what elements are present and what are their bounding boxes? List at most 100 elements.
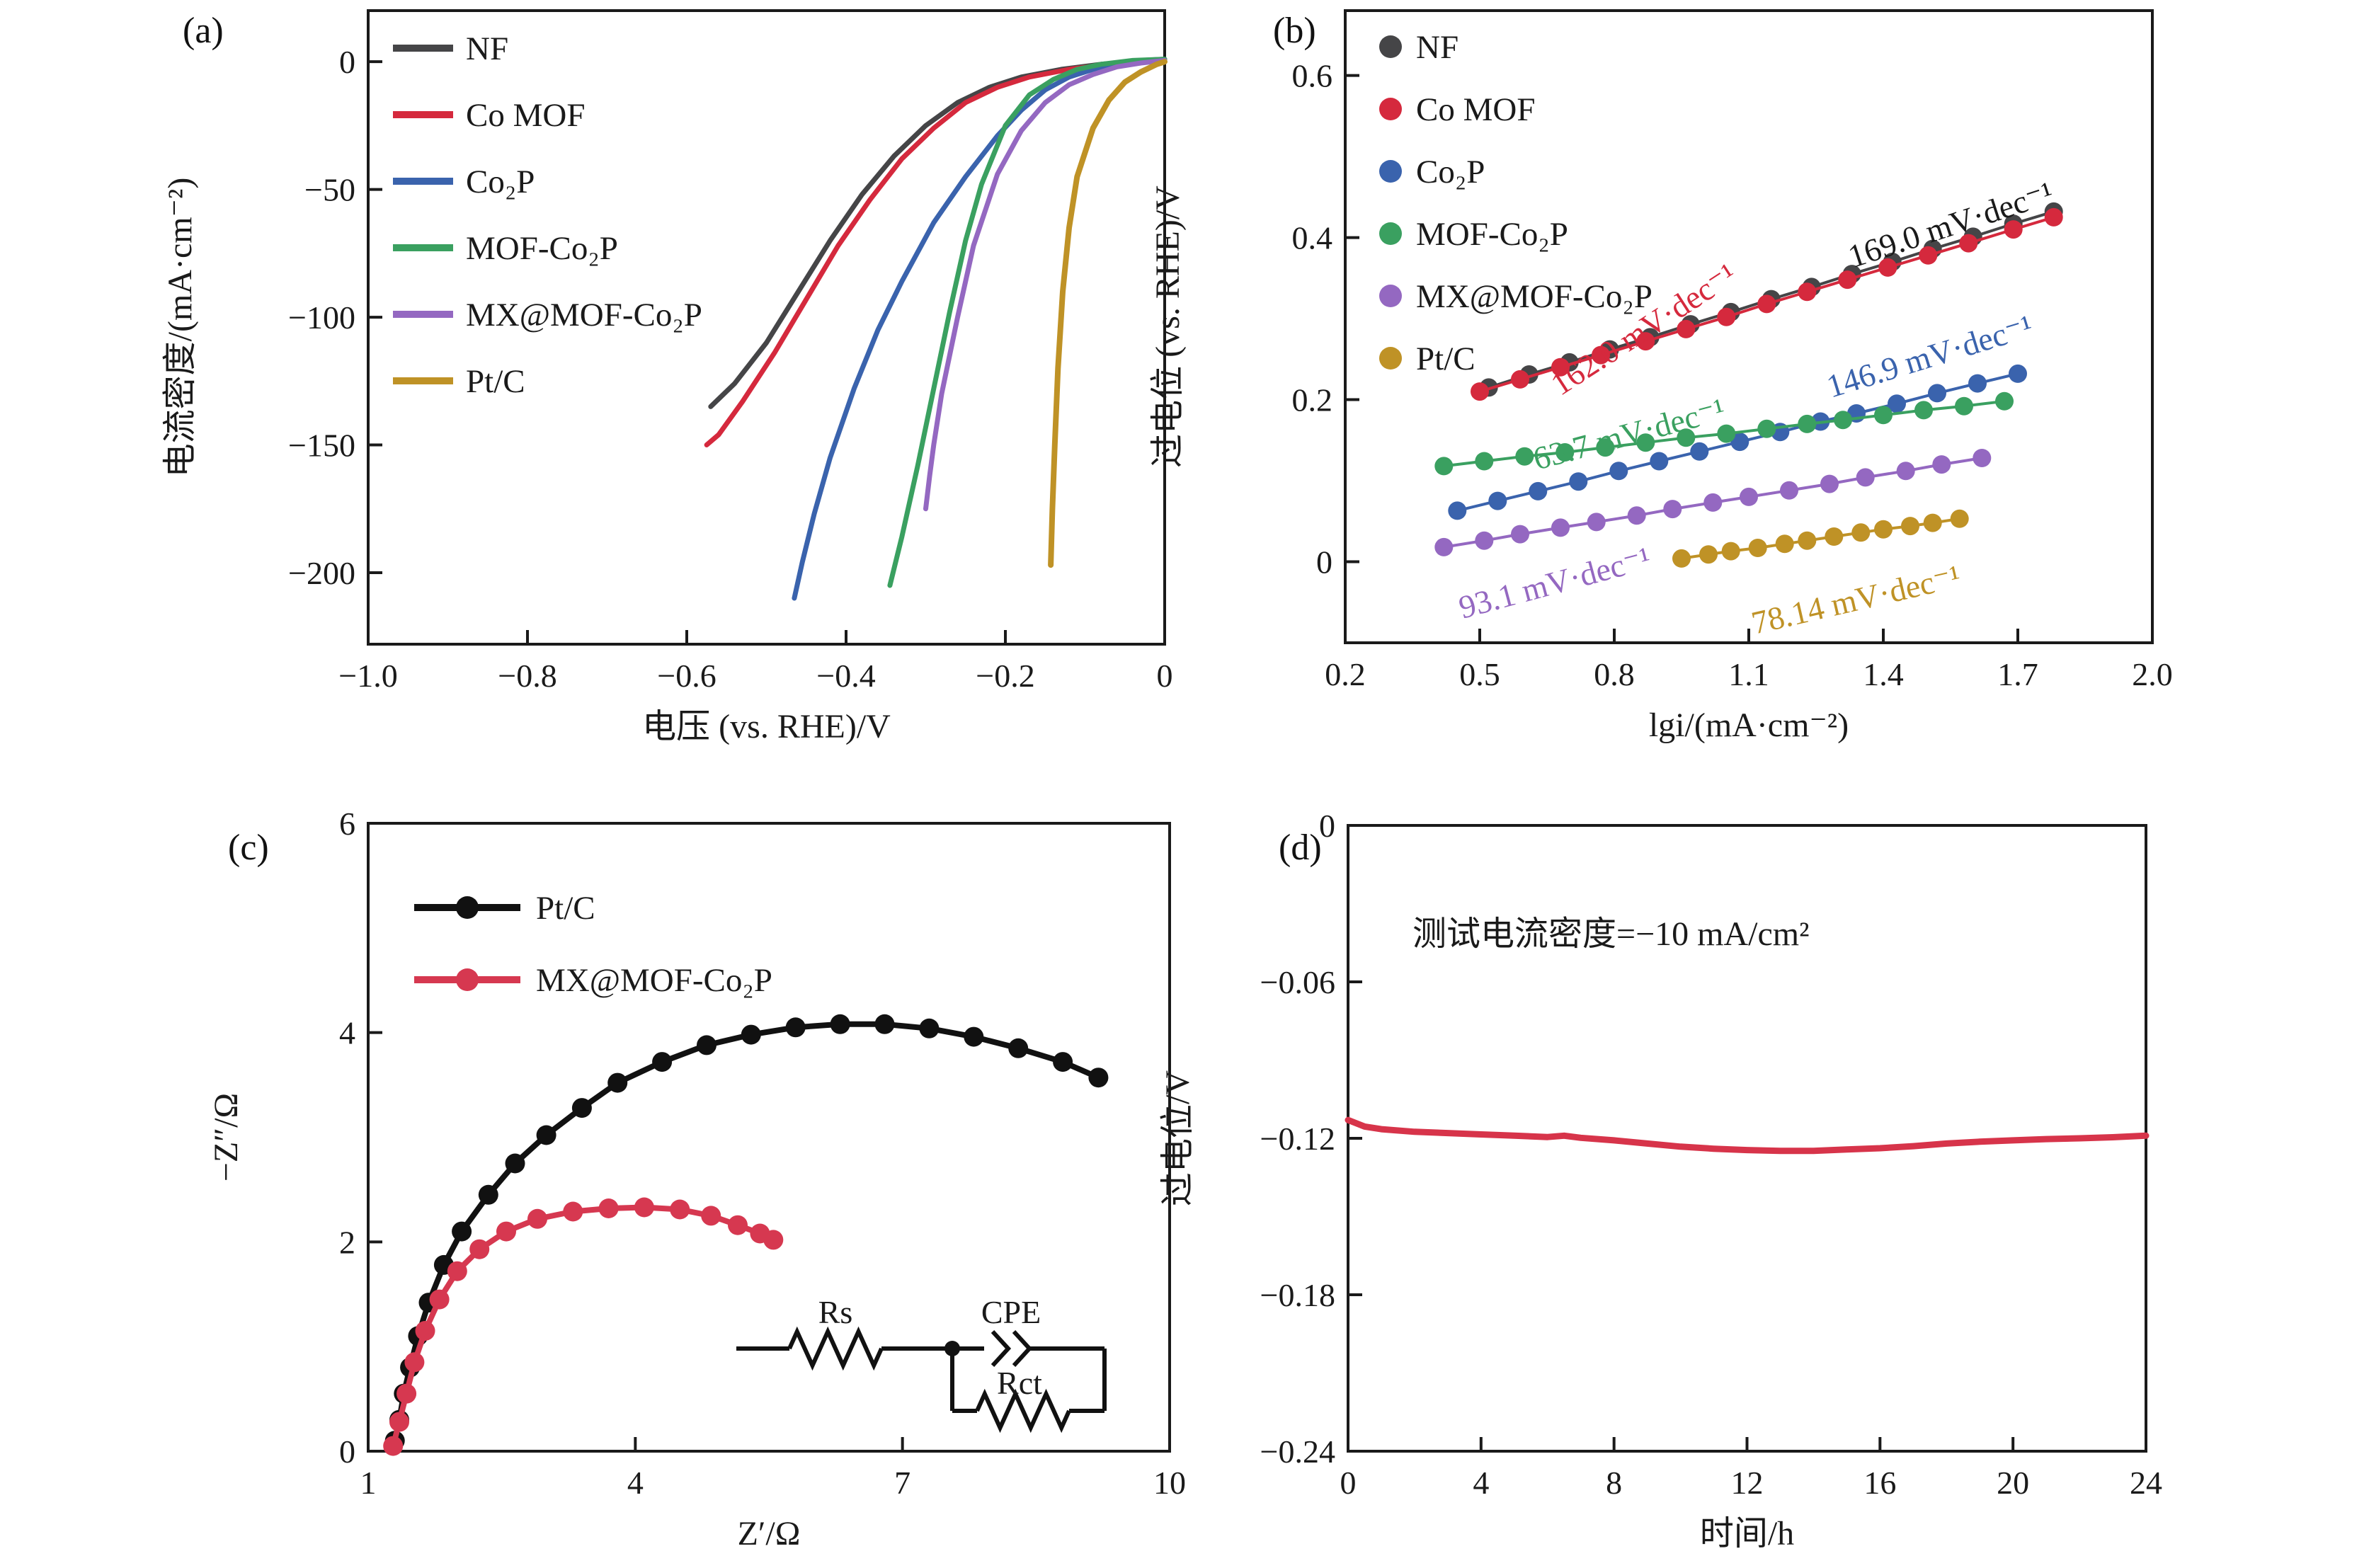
data-point bbox=[1730, 433, 1749, 452]
data-point bbox=[1928, 384, 1946, 403]
legend-label: MX@MOF-Co₂P bbox=[466, 297, 702, 333]
y-tick-label: 4 bbox=[339, 1015, 355, 1051]
legend-item: MOF-Co₂P bbox=[393, 230, 618, 267]
legend-label: Co MOF bbox=[466, 97, 585, 134]
x-tick-label: 1 bbox=[360, 1465, 377, 1501]
legend-item: Pt/C bbox=[414, 890, 595, 927]
legend-item: Co MOF bbox=[393, 97, 585, 134]
x-tick-label: 4 bbox=[627, 1465, 644, 1501]
y-tick-label: 0.6 bbox=[1292, 58, 1333, 94]
circuit-label-cpe: CPE bbox=[981, 1294, 1041, 1330]
data-point bbox=[1973, 449, 1992, 467]
data-point bbox=[701, 1206, 721, 1226]
panel-label-a: (a) bbox=[183, 11, 224, 51]
x-tick-label: 1.4 bbox=[1863, 656, 1904, 692]
data-point bbox=[429, 1289, 450, 1310]
x-tick-label: 0.2 bbox=[1325, 656, 1366, 692]
legend-label: NF bbox=[1416, 29, 1458, 66]
y-tick-label: −0.12 bbox=[1260, 1121, 1335, 1157]
x-axis-title: 时间/h bbox=[1700, 1515, 1794, 1552]
cpe-icon bbox=[1012, 1329, 1033, 1368]
data-point bbox=[1798, 531, 1817, 550]
legend-item: Co₂P bbox=[393, 164, 535, 200]
data-point bbox=[1834, 411, 1852, 430]
series-mof-co-p bbox=[1434, 391, 2014, 476]
data-point bbox=[1434, 457, 1454, 476]
legend-item: MOF-Co₂P bbox=[1379, 216, 1568, 253]
data-point bbox=[1995, 391, 2014, 411]
panel-label-b: (b) bbox=[1273, 11, 1316, 51]
panel-b-chart: 0.2 0.5 0.8 1.1 1.4 1.7 2.0 0 0.2 0.4 0.6 lgi/(mA·c… bbox=[1149, 9, 2173, 744]
data-point bbox=[1471, 382, 1489, 401]
x-tick-label: 0 bbox=[1340, 1465, 1357, 1501]
data-point bbox=[607, 1072, 628, 1093]
data-point bbox=[1968, 374, 1987, 393]
data-point bbox=[389, 1412, 409, 1432]
resistor-icon bbox=[787, 1326, 884, 1371]
y-tick-label: −150 bbox=[288, 428, 355, 464]
series-nf bbox=[708, 57, 1168, 409]
panel-label-c: (c) bbox=[228, 828, 269, 868]
data-point bbox=[1515, 447, 1534, 466]
x-tick-label: 8 bbox=[1606, 1465, 1622, 1501]
legend-dot-swatch bbox=[1379, 347, 1402, 370]
data-point bbox=[1798, 282, 1817, 302]
legend-item: NF bbox=[1379, 29, 1458, 66]
legend-label: Co₂P bbox=[466, 164, 535, 200]
data-point bbox=[1780, 481, 1798, 500]
x-tick-label: 1.1 bbox=[1728, 656, 1769, 692]
data-point bbox=[1636, 433, 1655, 452]
legend-label: Co MOF bbox=[1416, 91, 1535, 128]
legend-item: MX@MOF-Co₂P bbox=[414, 962, 772, 999]
x-tick-label: 0.5 bbox=[1459, 656, 1500, 692]
x-tick-label: 2.0 bbox=[2132, 656, 2173, 692]
legend-label: MOF-Co₂P bbox=[466, 230, 618, 267]
data-point bbox=[1919, 246, 1938, 265]
data-point bbox=[1569, 472, 1588, 491]
y-tick-label: −0.24 bbox=[1260, 1433, 1335, 1470]
data-point bbox=[1825, 527, 1844, 546]
data-point bbox=[1555, 443, 1575, 462]
data-point bbox=[1878, 258, 1897, 277]
series-line bbox=[1048, 59, 1168, 568]
panel-a-chart: −1.0 −0.8 −0.6 −0.4 −0.2 0 0 −50 −100 −150 −200 电压 … bbox=[161, 9, 1173, 745]
data-point bbox=[1596, 438, 1615, 457]
legend-dot-swatch bbox=[1379, 35, 1402, 58]
series-co-p bbox=[1448, 364, 2027, 520]
legend-label: NF bbox=[466, 30, 508, 67]
series-mof-co-p bbox=[887, 57, 1168, 588]
data-point bbox=[1627, 506, 1646, 525]
panel-label-d: (d) bbox=[1279, 828, 1322, 868]
series-line bbox=[792, 57, 1168, 601]
x-tick-label: 16 bbox=[1863, 1465, 1896, 1501]
x-axis-title: Z′/Ω bbox=[738, 1515, 801, 1552]
data-point bbox=[670, 1199, 690, 1220]
y-tick-label: 2 bbox=[339, 1224, 355, 1260]
data-point bbox=[496, 1221, 516, 1242]
y-tick-label: 0.4 bbox=[1292, 220, 1333, 256]
data-point bbox=[1757, 419, 1776, 438]
data-point bbox=[1650, 452, 1669, 471]
x-tick-label: 12 bbox=[1731, 1465, 1764, 1501]
data-point bbox=[1488, 491, 1507, 510]
data-point bbox=[1088, 1068, 1109, 1088]
x-tick-label: −0.2 bbox=[976, 658, 1034, 694]
data-point bbox=[964, 1026, 984, 1047]
legend: Pt/C MX@MOF-Co₂P bbox=[414, 890, 772, 999]
legend-dot-swatch bbox=[1379, 98, 1402, 120]
y-tick-label: −0.18 bbox=[1260, 1277, 1335, 1313]
panel-d-chart: 0 4 8 12 16 20 24 0 −0.06 −0.12 −0.18 −0.24 时间/h 过电位/… bbox=[1159, 808, 2162, 1552]
data-point bbox=[598, 1198, 619, 1218]
data-point bbox=[1511, 525, 1529, 544]
data-point bbox=[415, 1321, 435, 1341]
data-point bbox=[1838, 270, 1857, 290]
legend-label: MX@MOF-Co₂P bbox=[1416, 278, 1652, 315]
data-point bbox=[1699, 545, 1718, 564]
x-tick-label: 1.7 bbox=[1997, 656, 2038, 692]
annotation: 63.7 mV·dec⁻¹ bbox=[1529, 391, 1729, 476]
legend-dot-swatch bbox=[1379, 160, 1402, 183]
series-line bbox=[390, 1204, 777, 1449]
legend-label: Pt/C bbox=[466, 363, 525, 400]
legend-label: Pt/C bbox=[1416, 341, 1475, 377]
